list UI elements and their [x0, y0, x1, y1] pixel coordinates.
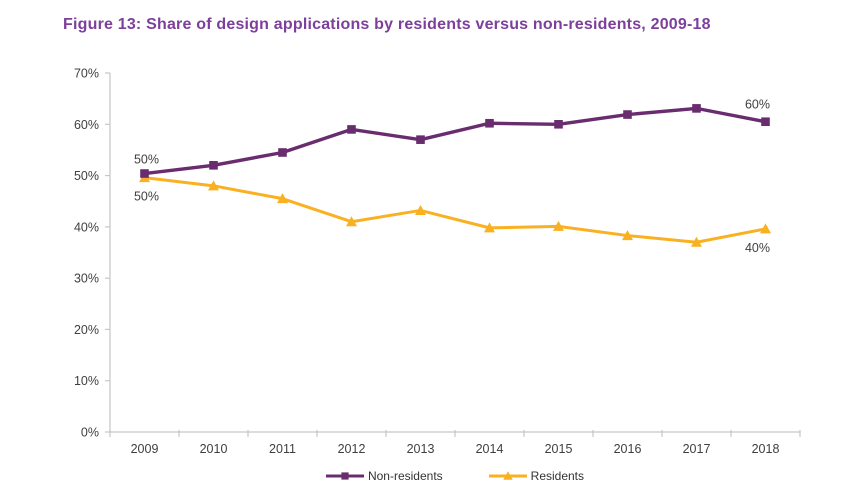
point-marker-triangle — [208, 180, 219, 191]
x-axis-label: 2014 — [476, 442, 504, 456]
point-marker-square — [761, 117, 770, 127]
legend-marker-square — [325, 472, 364, 480]
y-axis-label: 0% — [81, 426, 99, 440]
point-marker-square — [554, 119, 563, 129]
point-marker-square — [278, 148, 287, 157]
series-line-non-residents — [142, 106, 768, 176]
data-label-non-residents-2009: 50% — [134, 153, 159, 167]
point-marker-triangle — [760, 223, 771, 234]
x-axis-label: 2015 — [545, 442, 573, 456]
data-label-residents-2009: 50% — [134, 190, 159, 204]
x-axis-label: 2018 — [752, 442, 780, 456]
legend-label: Non-residents — [367, 469, 443, 483]
y-axis-label: 40% — [74, 220, 99, 234]
point-marker-square — [209, 161, 218, 170]
x-axis-label: 2013 — [407, 442, 435, 456]
point-marker-square — [416, 135, 425, 144]
x-axis-label: 2011 — [269, 442, 296, 456]
point-marker-triangle — [346, 216, 357, 227]
point-marker-triangle — [484, 222, 495, 233]
legend-marker-triangle — [488, 471, 527, 480]
y-axis-label: 20% — [74, 323, 99, 337]
point-marker-square — [341, 472, 349, 480]
point-marker-square — [347, 125, 356, 134]
point-marker-triangle — [277, 193, 288, 204]
x-axis-label: 2009 — [131, 442, 159, 456]
x-axis-label: 2010 — [200, 442, 228, 456]
point-marker-triangle — [622, 230, 633, 241]
series-line-residents — [143, 176, 767, 244]
point-marker-triangle — [553, 220, 564, 231]
x-axis-label: 2012 — [338, 442, 366, 456]
point-marker-triangle — [415, 204, 426, 215]
x-axis-label: 2017 — [683, 442, 711, 456]
data-label-residents-2018: 40% — [745, 241, 770, 255]
point-marker-triangle — [691, 236, 702, 247]
point-marker-square — [485, 118, 494, 128]
point-marker-square — [692, 104, 701, 113]
y-axis-label: 10% — [74, 374, 99, 388]
y-axis-label: 50% — [74, 169, 99, 183]
chart-legend: Non-residents Residents — [110, 469, 800, 483]
figure-title: Figure 13: Share of design applications … — [63, 16, 711, 33]
point-marker-square — [623, 110, 632, 119]
point-marker-square — [140, 169, 149, 178]
point-marker-triangle — [502, 471, 513, 480]
x-axis-label: 2016 — [614, 442, 642, 456]
legend-item-non-residents: Non-residents — [325, 469, 443, 483]
y-axis-label: 60% — [74, 118, 99, 132]
legend-label: Residents — [530, 469, 585, 483]
data-label-non-residents-2018: 60% — [745, 98, 770, 112]
y-axis-label: 70% — [74, 67, 99, 81]
legend-item-residents: Residents — [488, 469, 585, 483]
y-axis-label: 30% — [74, 272, 99, 286]
